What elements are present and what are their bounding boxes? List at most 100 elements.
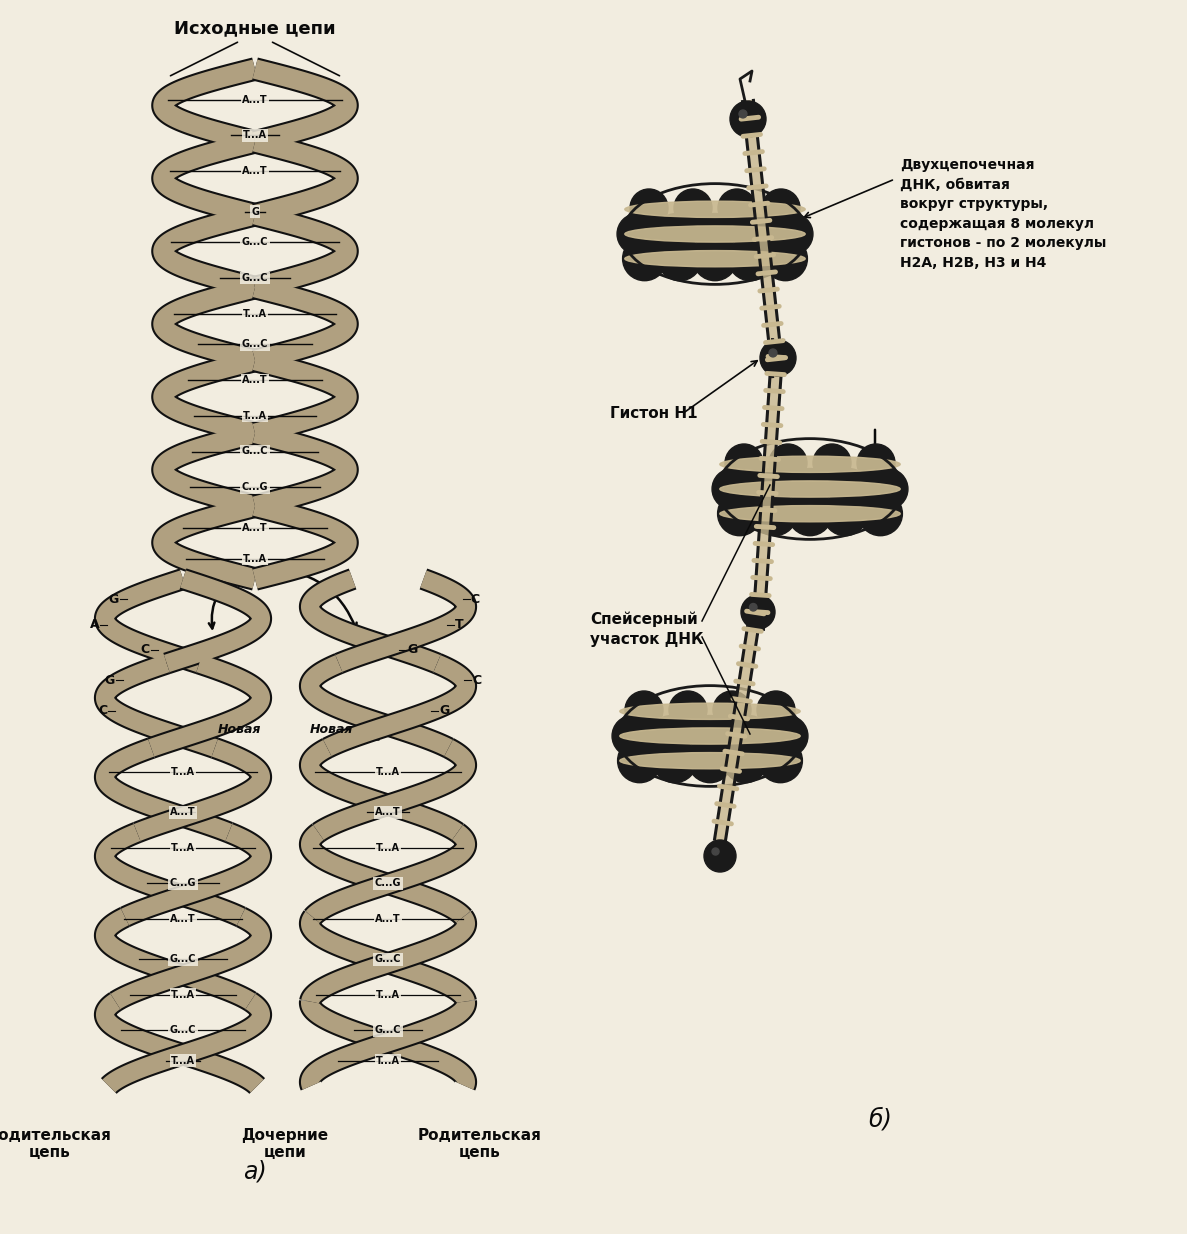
Text: T...A: T...A: [376, 843, 400, 853]
Text: а): а): [243, 1160, 267, 1183]
Circle shape: [617, 213, 658, 254]
Text: T...A: T...A: [376, 990, 400, 1000]
Circle shape: [753, 491, 796, 536]
Circle shape: [767, 716, 808, 756]
Polygon shape: [743, 100, 783, 376]
Text: A...T: A...T: [242, 375, 268, 385]
Text: G: G: [407, 643, 418, 656]
Text: T: T: [455, 618, 464, 631]
Text: T...A: T...A: [171, 766, 195, 776]
Circle shape: [824, 491, 868, 536]
Text: Спейсерный
участок ДНК: Спейсерный участок ДНК: [590, 611, 704, 647]
Text: T...A: T...A: [243, 131, 267, 141]
Text: T...A: T...A: [376, 1055, 400, 1066]
Text: Родительская
цепь: Родительская цепь: [418, 1128, 542, 1160]
Text: C: C: [472, 674, 481, 687]
Text: T...A: T...A: [376, 766, 400, 776]
Ellipse shape: [624, 251, 805, 267]
Circle shape: [712, 469, 753, 510]
Circle shape: [718, 189, 756, 227]
Text: C...G: C...G: [242, 482, 268, 492]
Ellipse shape: [624, 226, 805, 242]
Circle shape: [757, 691, 795, 729]
Circle shape: [763, 237, 807, 280]
Text: T...A: T...A: [243, 554, 267, 564]
Circle shape: [626, 691, 664, 729]
Circle shape: [734, 213, 774, 254]
Circle shape: [829, 469, 869, 510]
Text: A...T: A...T: [170, 807, 196, 817]
Text: C: C: [141, 643, 150, 656]
Text: A...T: A...T: [375, 913, 401, 924]
Polygon shape: [715, 594, 763, 840]
Text: A...T: A...T: [170, 913, 196, 924]
Circle shape: [758, 739, 802, 782]
Circle shape: [857, 444, 895, 482]
Circle shape: [713, 691, 751, 729]
Text: T...A: T...A: [243, 308, 267, 318]
Circle shape: [653, 739, 697, 782]
Text: T...A: T...A: [243, 411, 267, 421]
Circle shape: [655, 213, 697, 254]
Text: C: C: [470, 592, 480, 606]
Ellipse shape: [620, 703, 800, 719]
Circle shape: [730, 101, 766, 137]
Circle shape: [728, 237, 773, 280]
Text: G...C: G...C: [170, 954, 196, 964]
Text: Исходные цепи: Исходные цепи: [174, 19, 336, 37]
Circle shape: [741, 595, 775, 629]
Text: Дочерние
цепи: Дочерние цепи: [241, 1128, 329, 1160]
Text: Новая: Новая: [218, 723, 261, 735]
Text: G: G: [104, 674, 115, 687]
Text: Новая: Новая: [310, 723, 353, 735]
Circle shape: [712, 848, 719, 855]
Circle shape: [728, 716, 769, 756]
Text: G: G: [439, 705, 449, 717]
Circle shape: [718, 491, 762, 536]
Circle shape: [751, 469, 792, 510]
Circle shape: [789, 469, 831, 510]
Circle shape: [704, 840, 736, 872]
Text: A...T: A...T: [375, 807, 401, 817]
Text: T...A: T...A: [171, 843, 195, 853]
Circle shape: [858, 491, 902, 536]
Ellipse shape: [624, 201, 805, 217]
Circle shape: [650, 716, 692, 756]
Circle shape: [740, 110, 747, 118]
Text: T...A: T...A: [171, 990, 195, 1000]
Circle shape: [690, 716, 730, 756]
Circle shape: [725, 444, 763, 482]
Text: A...T: A...T: [242, 95, 268, 105]
Ellipse shape: [620, 753, 800, 769]
Text: Двухцепочечная
ДНК, обвитая
вокруг структуры,
содержащая 8 молекул
гистонов - по: Двухцепочечная ДНК, обвитая вокруг струк…: [900, 158, 1106, 270]
Text: G...C: G...C: [242, 237, 268, 247]
Circle shape: [867, 469, 908, 510]
Text: G: G: [250, 207, 259, 217]
Circle shape: [769, 444, 807, 482]
Text: G...C: G...C: [242, 447, 268, 457]
Circle shape: [623, 237, 667, 280]
Circle shape: [630, 189, 668, 227]
Text: T...A: T...A: [171, 1055, 195, 1066]
Text: G...C: G...C: [242, 339, 268, 349]
Text: A: A: [89, 618, 100, 631]
Circle shape: [813, 444, 851, 482]
Text: Гистон Н1: Гистон Н1: [610, 406, 698, 422]
Ellipse shape: [620, 728, 800, 744]
Circle shape: [749, 603, 757, 611]
Ellipse shape: [719, 481, 900, 497]
Circle shape: [688, 739, 732, 782]
Text: G...C: G...C: [375, 954, 401, 964]
Circle shape: [617, 739, 661, 782]
Circle shape: [669, 691, 707, 729]
Text: G...C: G...C: [375, 1025, 401, 1035]
Ellipse shape: [719, 506, 900, 522]
Circle shape: [694, 213, 736, 254]
Text: G: G: [108, 592, 119, 606]
Text: б): б): [868, 1107, 891, 1132]
Circle shape: [762, 189, 800, 227]
Circle shape: [693, 237, 737, 280]
Circle shape: [674, 189, 712, 227]
Circle shape: [760, 341, 796, 376]
Text: A...T: A...T: [242, 167, 268, 176]
